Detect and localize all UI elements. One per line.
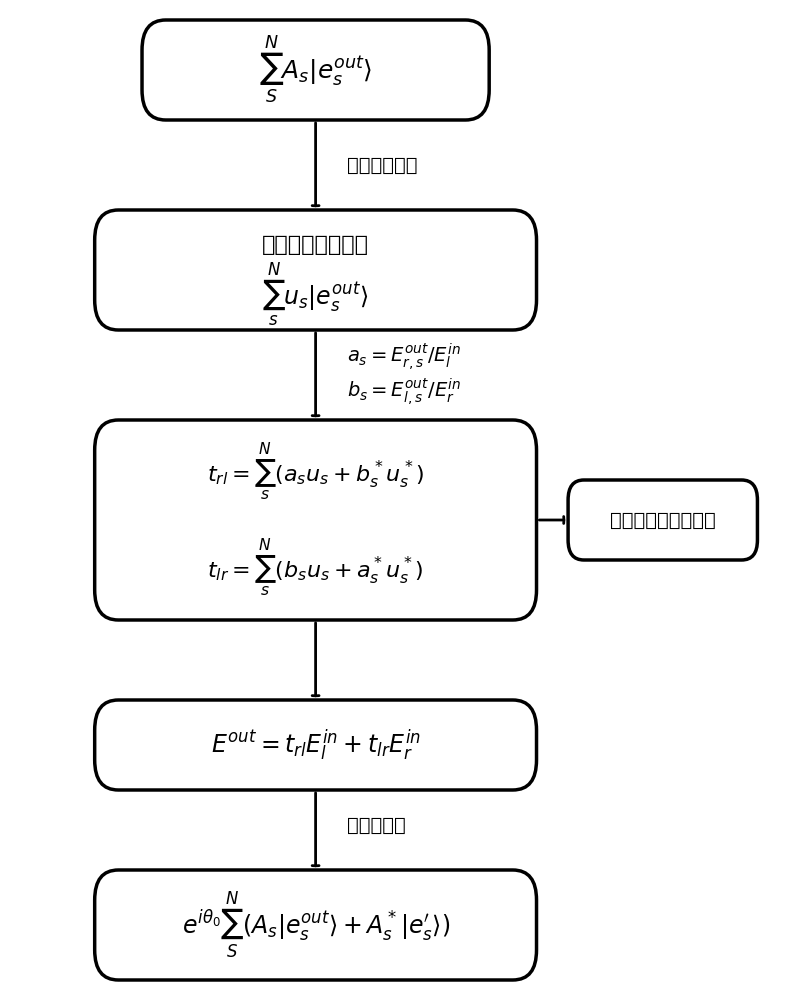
Text: $\sum_{S}^{N} A_s|e_s^{out}\rangle$: $\sum_{S}^{N} A_s|e_s^{out}\rangle$ [259,34,372,106]
Text: 各矢量光场全息图: 各矢量光场全息图 [262,235,369,255]
Text: 输出，生成微纳结构: 输出，生成微纳结构 [610,510,716,530]
Text: $\sum_{s}^{N} u_s|e_s^{out}\rangle$: $\sum_{s}^{N} u_s|e_s^{out}\rangle$ [263,261,368,329]
Text: $e^{i\theta_0}\sum_{S}^{N}(A_s|e_s^{out}\rangle + A_s^*|e_s'\rangle)$: $e^{i\theta_0}\sum_{S}^{N}(A_s|e_s^{out}… [181,890,450,960]
FancyBboxPatch shape [95,870,537,980]
FancyBboxPatch shape [142,20,489,120]
Text: 逆菲涅尔变换: 逆菲涅尔变换 [347,155,417,174]
Text: 菲涅尔变换: 菲涅尔变换 [347,816,406,834]
FancyBboxPatch shape [95,210,537,330]
Text: $a_s = E_{r,s}^{out}/E_l^{in}$
$b_s = E_{l,s}^{out}/E_r^{in}$: $a_s = E_{r,s}^{out}/E_l^{in}$ $b_s = E_… [347,342,462,408]
Text: $t_{rl} = \sum_{s}^{N}(a_s u_s + b_s^* u_s^*)$: $t_{rl} = \sum_{s}^{N}(a_s u_s + b_s^* u… [207,441,424,503]
FancyBboxPatch shape [95,420,537,620]
FancyBboxPatch shape [568,480,757,560]
Text: $t_{lr} = \sum_{s}^{N}(b_s u_s + a_s^* u_s^*)$: $t_{lr} = \sum_{s}^{N}(b_s u_s + a_s^* u… [208,537,424,599]
FancyBboxPatch shape [95,700,537,790]
Text: $E^{out} = t_{rl}E_l^{in} + t_{lr}E_r^{in}$: $E^{out} = t_{rl}E_l^{in} + t_{lr}E_r^{i… [211,727,421,763]
